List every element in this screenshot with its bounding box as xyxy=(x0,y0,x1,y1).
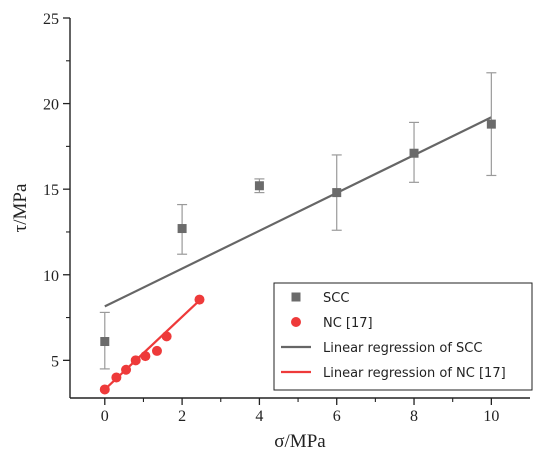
data-point-scc xyxy=(177,224,187,234)
data-point-nc xyxy=(161,331,172,342)
y-tick-label: 20 xyxy=(43,97,59,114)
data-point-scc xyxy=(100,337,110,347)
y-axis: 5 10 15 20 25 xyxy=(43,11,70,370)
legend-box xyxy=(273,282,533,391)
legend-marker-square xyxy=(291,292,301,302)
legend: SCC NC [17] Linear regression of SCC Linear… xyxy=(273,282,533,391)
x-tick-label: 0 xyxy=(101,408,109,425)
data-point-nc xyxy=(140,351,151,362)
data-point-scc xyxy=(409,148,419,158)
legend-label: Linear regression of NC [17] xyxy=(323,366,506,381)
x-tick-label: 10 xyxy=(483,408,499,425)
y-axis-title: τ/MPa xyxy=(10,183,31,232)
y-tick-label: 15 xyxy=(43,182,59,199)
x-axis: 0 2 4 6 8 10 xyxy=(101,398,499,425)
data-point-scc xyxy=(486,119,496,129)
regression-line-3 xyxy=(104,299,201,391)
legend-marker-circle xyxy=(291,317,301,327)
legend-label: Linear regression of SCC xyxy=(323,341,482,356)
legend-label: NC [17] xyxy=(323,316,373,331)
data-point-nc xyxy=(111,372,122,383)
data-point-scc xyxy=(332,188,342,198)
x-axis-title: σ/MPa xyxy=(274,431,326,452)
data-point-nc xyxy=(194,294,205,305)
x-tick-label: 8 xyxy=(410,408,418,425)
x-tick-label: 6 xyxy=(333,408,341,425)
data-point-nc xyxy=(99,384,110,395)
y-tick-label: 10 xyxy=(43,268,59,285)
plot-frame xyxy=(69,18,530,399)
regression-line-2 xyxy=(104,116,492,308)
x-tick-label: 4 xyxy=(255,408,263,425)
x-tick-label: 2 xyxy=(178,408,186,425)
data-point-nc xyxy=(151,345,162,356)
legend-label: SCC xyxy=(323,291,349,306)
series-layer xyxy=(99,72,497,395)
y-tick-label: 25 xyxy=(43,11,59,28)
y-tick-label: 5 xyxy=(51,353,59,370)
data-point-nc xyxy=(130,355,141,366)
data-point-nc xyxy=(121,364,132,375)
data-point-scc xyxy=(254,181,264,191)
